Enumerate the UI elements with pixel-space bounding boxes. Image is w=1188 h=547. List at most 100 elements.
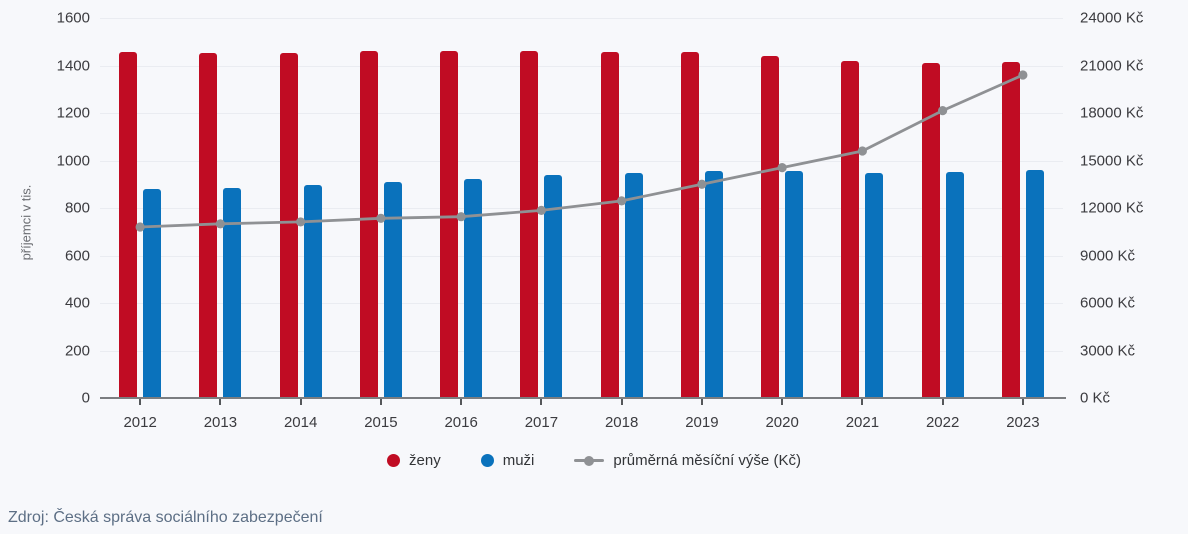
- plot-area: [100, 18, 1063, 398]
- bar-muzi-2016[interactable]: [464, 178, 483, 398]
- bar-zeny-2018[interactable]: [600, 51, 619, 398]
- y-axis-right-tick-label: 0 Kč: [1080, 389, 1111, 407]
- y-axis-right-tick-label: 9000 Kč: [1080, 247, 1136, 264]
- y-axis-title: příjemci v tis.: [18, 184, 34, 261]
- y-axis-right-tick-label: 3000 Kč: [1080, 342, 1136, 359]
- x-axis-tick: [460, 399, 463, 405]
- zeny-dot-icon: [387, 454, 401, 467]
- line-marker-icon: [574, 454, 605, 467]
- line-point-2015[interactable]: [376, 213, 386, 223]
- y-axis-left-tick-label: 0: [81, 389, 90, 407]
- line-point-2023[interactable]: [1018, 70, 1028, 80]
- x-axis-label-2014: 2014: [283, 414, 318, 431]
- y-axis-right-tick-label: 6000 Kč: [1080, 294, 1136, 312]
- x-axis-tick: [781, 399, 784, 405]
- pension-chart: příjemci v tis. ženy muži průměrná měsíč…: [0, 9, 1188, 526]
- legend-label-muzi: muži: [502, 452, 535, 469]
- gridline: [100, 113, 1063, 114]
- y-axis-right-tick-label: 24000 Kč: [1080, 9, 1144, 27]
- gridline: [100, 208, 1063, 209]
- line-point-2012[interactable]: [135, 222, 145, 232]
- legend-label-line: průměrná měsíční výše (Kč): [613, 452, 801, 469]
- bar-muzi-2015[interactable]: [383, 181, 402, 398]
- y-axis-left-tick-label: 800: [64, 199, 90, 217]
- x-axis-label-2013: 2013: [203, 414, 238, 431]
- x-axis-label-2023: 2023: [1006, 414, 1040, 431]
- y-axis-right-tick-label: 15000 Kč: [1080, 152, 1144, 169]
- y-axis-right-tick-label: 12000 Kč: [1080, 199, 1144, 217]
- gridline: [100, 160, 1063, 162]
- x-axis-label-2016: 2016: [444, 414, 478, 431]
- bar-zeny-2013[interactable]: [199, 53, 218, 398]
- chart-legend: ženy muži průměrná měsíční výše (Kč): [0, 452, 1188, 469]
- bar-muzi-2013[interactable]: [223, 187, 242, 398]
- y-axis-right-tick-label: 21000 Kč: [1080, 57, 1144, 74]
- bar-muzi-2017[interactable]: [544, 175, 563, 398]
- bar-muzi-2012[interactable]: [143, 189, 162, 398]
- legend-item-zeny[interactable]: ženy: [387, 452, 441, 469]
- x-axis-tick: [1021, 399, 1024, 405]
- line-point-2014[interactable]: [296, 217, 306, 227]
- y-axis-left-tick-label: 400: [64, 294, 90, 312]
- y-axis-left-tick-label: 1000: [56, 152, 90, 169]
- x-axis-tick: [219, 399, 222, 405]
- y-axis-left-tick-label: 600: [64, 247, 90, 264]
- line-point-2021[interactable]: [857, 146, 867, 156]
- gridline: [100, 350, 1063, 352]
- bar-muzi-2018[interactable]: [624, 172, 643, 398]
- line-point-2016[interactable]: [456, 212, 466, 222]
- x-axis-label-2020: 2020: [765, 414, 799, 431]
- bar-muzi-2020[interactable]: [785, 170, 804, 398]
- bar-zeny-2015[interactable]: [359, 50, 378, 398]
- line-point-2022[interactable]: [938, 106, 948, 116]
- line-point-2019[interactable]: [697, 179, 707, 189]
- gridline: [100, 18, 1063, 19]
- y-axis-left-tick-label: 1400: [56, 57, 90, 74]
- line-path: [140, 73, 1024, 229]
- muzi-dot-icon: [480, 454, 494, 467]
- bar-muzi-2021[interactable]: [865, 172, 884, 398]
- x-axis-label-2012: 2012: [123, 414, 157, 431]
- gridline: [100, 255, 1063, 257]
- x-axis-tick: [700, 399, 703, 405]
- y-axis-right-tick-label: 18000 Kč: [1080, 104, 1144, 122]
- bar-zeny-2012[interactable]: [119, 51, 138, 398]
- y-axis-left-tick-label: 1600: [56, 9, 90, 27]
- bar-zeny-2014[interactable]: [279, 53, 298, 398]
- x-axis-label-2018: 2018: [604, 414, 639, 431]
- bar-zeny-2017[interactable]: [520, 50, 539, 398]
- x-axis-tick: [379, 399, 382, 405]
- bar-muzi-2014[interactable]: [303, 185, 322, 398]
- bar-zeny-2019[interactable]: [680, 52, 699, 398]
- x-axis-line: [100, 397, 1066, 399]
- line-point-2020[interactable]: [777, 163, 787, 173]
- legend-item-line[interactable]: průměrná měsíční výše (Kč): [574, 452, 801, 469]
- gridline: [100, 65, 1063, 67]
- legend-item-muzi[interactable]: muži: [480, 452, 535, 469]
- y-axis-left-tick-label: 1200: [56, 104, 90, 122]
- legend-label-zeny: ženy: [409, 452, 441, 469]
- bar-zeny-2020[interactable]: [761, 56, 780, 398]
- average-amount-line: [135, 70, 1028, 232]
- line-point-2013[interactable]: [215, 219, 225, 229]
- bar-zeny-2022[interactable]: [921, 62, 940, 398]
- bar-muzi-2019[interactable]: [704, 171, 723, 398]
- bar-zeny-2023[interactable]: [1001, 62, 1020, 398]
- bar-zeny-2016[interactable]: [440, 50, 459, 398]
- x-axis-tick: [861, 399, 864, 405]
- x-axis-tick: [620, 399, 623, 405]
- source-note: Zdroj: Česká správa sociálního zabezpeče…: [8, 509, 323, 526]
- x-axis-tick: [540, 399, 543, 405]
- y-axis-left-tick-label: 200: [64, 342, 90, 359]
- x-axis-label-2017: 2017: [524, 414, 559, 431]
- x-axis-label-2022: 2022: [925, 414, 960, 431]
- line-point-2018[interactable]: [617, 196, 627, 206]
- bar-muzi-2023[interactable]: [1025, 170, 1044, 398]
- x-axis-tick: [299, 399, 302, 405]
- line-point-2017[interactable]: [536, 205, 546, 215]
- bar-muzi-2022[interactable]: [945, 172, 964, 398]
- x-axis-tick: [139, 399, 142, 405]
- x-axis-label-2021: 2021: [845, 414, 880, 431]
- bar-zeny-2021[interactable]: [841, 60, 860, 398]
- x-axis-label-2019: 2019: [685, 414, 719, 431]
